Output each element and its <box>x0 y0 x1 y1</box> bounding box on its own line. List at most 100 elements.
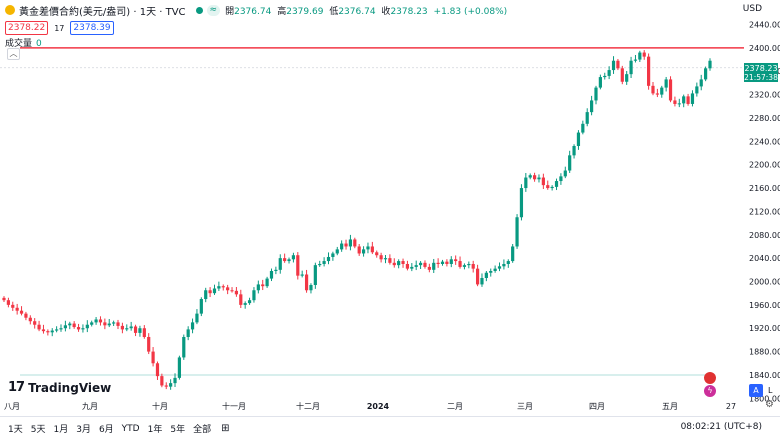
time-tick-label: 十二月 <box>296 401 320 411</box>
candle-body <box>598 77 602 88</box>
candle-body <box>440 261 445 264</box>
candle-body <box>261 284 265 287</box>
candle-body <box>309 285 313 291</box>
range-3m-button[interactable]: 3月 <box>76 425 91 435</box>
candle-body <box>454 259 458 262</box>
price-tick-label: 2080.00 <box>749 231 780 240</box>
candle-body <box>392 262 396 266</box>
candle-body <box>274 269 278 271</box>
clock-time[interactable]: 08:02:21 (UTC+8) <box>680 422 762 432</box>
candle-body <box>256 284 260 291</box>
candle-body <box>462 265 467 267</box>
bolt-icon[interactable]: ϟ <box>704 385 716 397</box>
candle-body <box>633 59 638 61</box>
currency-selector[interactable]: USD <box>742 4 762 14</box>
time-tick-label: 27 <box>726 402 736 411</box>
range-1m-button[interactable]: 1月 <box>53 425 69 435</box>
range-all-button[interactable]: 全部 <box>193 425 212 435</box>
candle-body <box>515 217 519 247</box>
candle-body <box>532 175 537 180</box>
candle-body <box>11 304 15 308</box>
candle-body <box>116 322 120 326</box>
settings-gear-icon[interactable]: ⚙ <box>765 399 774 410</box>
price-axis: 1800.00 1840.00 1880.00 1920.00 1960.00 2000.… <box>749 21 780 404</box>
candle-body <box>190 322 195 330</box>
price-tick-label: 1800.00 <box>749 394 780 403</box>
candle-body <box>642 52 646 57</box>
collapse-legend-button[interactable]: ︿ <box>7 48 20 60</box>
candle-body <box>173 377 177 384</box>
candle-body <box>383 258 388 260</box>
candle-body <box>221 286 225 288</box>
candle-body <box>361 249 366 254</box>
candle-body <box>107 323 111 326</box>
candle-body <box>414 265 418 267</box>
candle-body <box>559 176 563 182</box>
candle-body <box>291 255 296 260</box>
range-5y-button[interactable]: 5年 <box>170 425 186 435</box>
calendar-icon[interactable]: ⊞ <box>221 423 230 434</box>
log-scale-button[interactable]: L <box>768 386 773 395</box>
time-tick-label: 三月 <box>517 402 533 411</box>
candle-body <box>164 385 168 387</box>
candle-body <box>177 357 182 378</box>
candle-body <box>252 290 256 301</box>
symbol-title[interactable]: 黃金差價合約(美元/盎司) · 1天 · TVC <box>19 6 186 18</box>
candle-body <box>68 323 72 326</box>
candle-body <box>427 266 431 270</box>
high-value: 2379.69 <box>286 6 324 17</box>
candle-body <box>186 329 190 337</box>
candle-body <box>278 258 282 270</box>
candle-body <box>576 132 581 146</box>
bottom-toolbar: 1天 5天 1月 3月 6月 YTD 1年 5年 全部 ⊞ <box>0 416 780 440</box>
candle-body <box>33 321 37 325</box>
candle-body <box>112 322 116 324</box>
range-1d-button[interactable]: 1天 <box>8 425 23 435</box>
candle-body <box>625 74 629 82</box>
candle-body <box>375 252 379 256</box>
candle-body <box>506 261 510 264</box>
range-ytd-button[interactable]: YTD <box>121 423 140 434</box>
candle-body <box>603 75 607 78</box>
range-1y-button[interactable]: 1年 <box>147 425 163 435</box>
candle-body <box>423 262 427 267</box>
candle-body <box>686 96 690 104</box>
candle-body <box>581 123 585 133</box>
candle-body <box>484 272 488 278</box>
candle-body <box>344 243 348 247</box>
bar-countdown: 21:57:38 <box>744 73 778 82</box>
candle-body <box>668 79 673 101</box>
time-tick-label: 八月 <box>4 402 20 411</box>
candle-body <box>142 328 146 337</box>
candle-body <box>572 146 576 156</box>
us-flag-icon[interactable] <box>704 372 716 384</box>
candle-body <box>432 262 436 270</box>
candle-body <box>493 268 497 271</box>
candle-body <box>568 155 572 171</box>
candle-body <box>59 328 63 330</box>
time-tick-label: 四月 <box>589 402 605 411</box>
price-tick-label: 1880.00 <box>749 348 780 357</box>
candle-body <box>15 307 19 311</box>
candle-body <box>673 100 677 104</box>
candle-body <box>94 319 98 323</box>
buy-button[interactable]: 2378.39 <box>70 21 114 35</box>
candle-body <box>524 177 528 189</box>
auto-scale-button[interactable]: A <box>749 384 763 397</box>
sell-button[interactable]: 2378.22 <box>5 21 49 35</box>
time-tick-label: 十一月 <box>222 401 246 411</box>
range-6m-button[interactable]: 6月 <box>98 425 114 435</box>
wave-icon[interactable]: ≈ <box>206 4 221 16</box>
candle-body <box>230 290 234 292</box>
candle-body <box>85 324 89 329</box>
candle-body <box>537 177 541 180</box>
range-5d-button[interactable]: 5天 <box>30 425 46 435</box>
candle-body <box>335 249 339 254</box>
candle-body <box>590 100 594 113</box>
time-tick-label: 五月 <box>662 402 678 411</box>
candle-body <box>528 175 532 178</box>
candle-body <box>239 294 243 305</box>
candle-body <box>541 177 545 186</box>
close-value: 2378.23 <box>390 6 428 17</box>
